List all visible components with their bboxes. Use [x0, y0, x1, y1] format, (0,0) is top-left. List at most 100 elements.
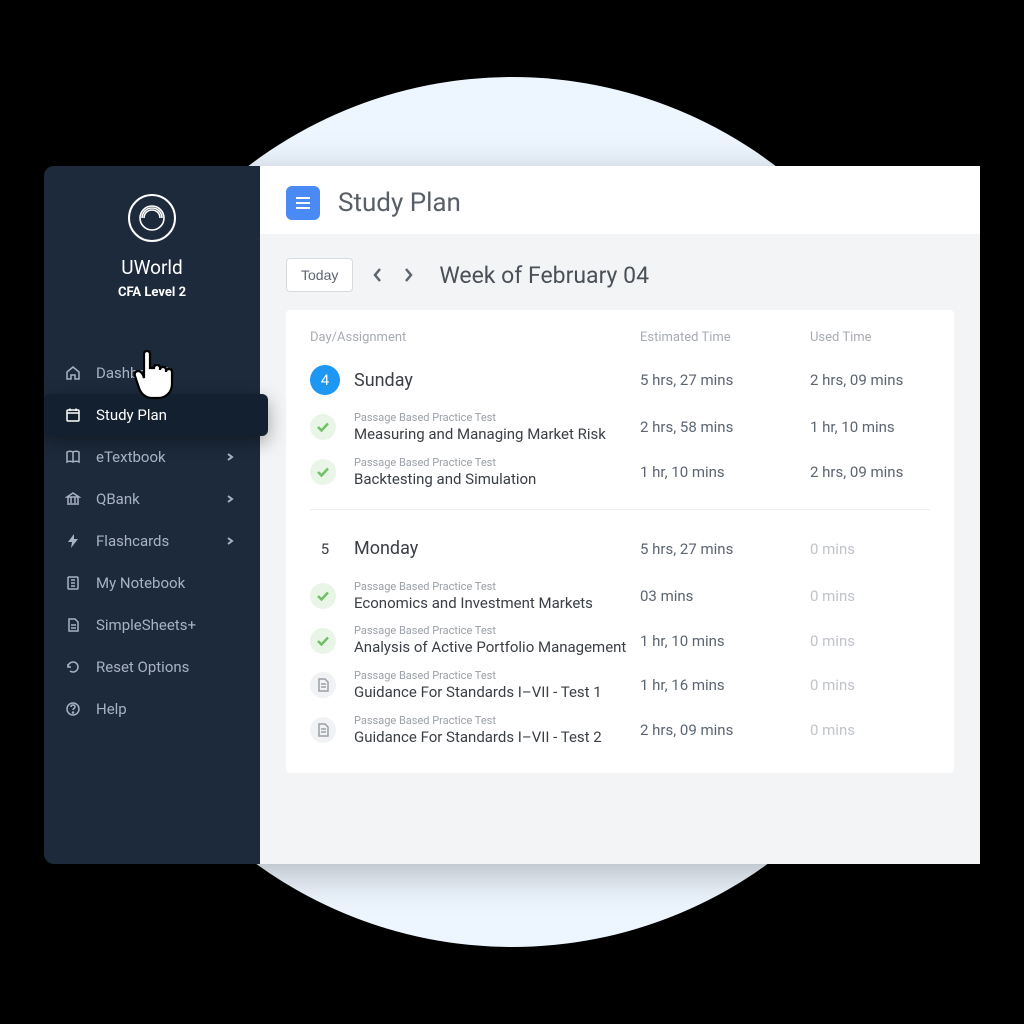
day-number-badge: 5	[310, 534, 340, 564]
bank-icon	[64, 490, 82, 508]
sidebar-item-help[interactable]: Help	[44, 688, 260, 730]
home-icon	[64, 364, 82, 382]
week-navigation-bar: Today Week of February 04	[260, 234, 980, 310]
check-icon	[310, 583, 336, 609]
sidebar-item-label: My Notebook	[96, 574, 185, 592]
assignment-estimated-time: 1 hr, 10 mins	[640, 463, 810, 481]
brand-name: UWorld	[121, 256, 183, 279]
sheet-icon	[64, 616, 82, 634]
main-panel: Study Plan Today Week of February 04 Day…	[260, 166, 980, 864]
sidebar-item-dashboard[interactable]: Dashboard	[44, 352, 260, 394]
day-used-time: 0 mins	[810, 540, 930, 558]
assignment-used-time: 0 mins	[810, 632, 930, 650]
check-icon	[310, 459, 336, 485]
assignment-type: Passage Based Practice Test	[354, 669, 640, 682]
assignment-estimated-time: 1 hr, 16 mins	[640, 676, 810, 694]
next-week-button[interactable]	[403, 268, 417, 282]
assignment-type: Passage Based Practice Test	[354, 456, 640, 469]
sidebar-item-label: eTextbook	[96, 448, 166, 466]
check-icon	[310, 414, 336, 440]
assignments-card: Day/Assignment Estimated Time Used Time …	[286, 310, 954, 773]
day-number-badge: 4	[310, 365, 340, 395]
sidebar-item-label: Help	[96, 700, 127, 718]
assignment-row[interactable]: Passage Based Practice Test Economics an…	[310, 574, 930, 619]
assignment-title: Economics and Investment Markets	[354, 594, 640, 613]
day-row: 4 Sunday 5 hrs, 27 mins 2 hrs, 09 mins	[310, 359, 930, 405]
column-headers: Day/Assignment Estimated Time Used Time	[310, 330, 930, 359]
day-name: Monday	[354, 538, 640, 559]
assignment-title: Measuring and Managing Market Risk	[354, 425, 640, 444]
calendar-icon	[64, 406, 82, 424]
help-icon	[64, 700, 82, 718]
assignment-estimated-time: 2 hrs, 58 mins	[640, 418, 810, 436]
assignment-text: Passage Based Practice Test Measuring an…	[354, 411, 640, 444]
assignment-title: Analysis of Active Portfolio Management	[354, 638, 640, 657]
assignment-type: Passage Based Practice Test	[354, 580, 640, 593]
sidebar-item-label: Dashboard	[96, 364, 169, 382]
logo-icon	[128, 194, 176, 242]
sidebar-item-reset-options[interactable]: Reset Options	[44, 646, 260, 688]
assignment-row[interactable]: Passage Based Practice Test Guidance For…	[310, 663, 930, 708]
assignment-type: Passage Based Practice Test	[354, 624, 640, 637]
prev-week-button[interactable]	[373, 268, 387, 282]
assignment-row[interactable]: Passage Based Practice Test Backtesting …	[310, 450, 930, 495]
sidebar-item-simplesheets-[interactable]: SimpleSheets+	[44, 604, 260, 646]
document-icon	[310, 717, 336, 743]
assignment-row[interactable]: Passage Based Practice Test Analysis of …	[310, 618, 930, 663]
assignment-text: Passage Based Practice Test Backtesting …	[354, 456, 640, 489]
assignment-used-time: 2 hrs, 09 mins	[810, 463, 930, 481]
sidebar-item-my-notebook[interactable]: My Notebook	[44, 562, 260, 604]
main-header: Study Plan	[260, 166, 980, 234]
week-arrows	[373, 268, 417, 282]
assignment-used-time: 0 mins	[810, 721, 930, 739]
col-header-estimated: Estimated Time	[640, 330, 810, 345]
assignment-title: Guidance For Standards I–VII - Test 2	[354, 728, 640, 747]
today-button[interactable]: Today	[286, 258, 353, 292]
document-icon	[310, 672, 336, 698]
day-row: 5 Monday 5 hrs, 27 mins 0 mins	[310, 528, 930, 574]
assignment-type: Passage Based Practice Test	[354, 411, 640, 424]
assignment-estimated-time: 2 hrs, 09 mins	[640, 721, 810, 739]
divider	[310, 509, 930, 510]
sidebar-nav: Dashboard Study Plan eTextbook QBank Fla…	[44, 352, 260, 730]
sidebar-item-label: QBank	[96, 490, 140, 508]
assignment-used-time: 0 mins	[810, 676, 930, 694]
sidebar: UWorld CFA Level 2 Dashboard Study Plan …	[44, 166, 260, 864]
day-estimated-time: 5 hrs, 27 mins	[640, 540, 810, 558]
col-header-day: Day/Assignment	[310, 330, 640, 345]
sidebar-item-etextbook[interactable]: eTextbook	[44, 436, 260, 478]
assignment-used-time: 1 hr, 10 mins	[810, 418, 930, 436]
assignment-type: Passage Based Practice Test	[354, 714, 640, 727]
day-estimated-time: 5 hrs, 27 mins	[640, 371, 810, 389]
sidebar-item-label: Study Plan	[96, 406, 167, 424]
sidebar-item-flashcards[interactable]: Flashcards	[44, 520, 260, 562]
app-window: UWorld CFA Level 2 Dashboard Study Plan …	[44, 166, 980, 864]
day-name: Sunday	[354, 370, 640, 391]
sidebar-item-study-plan[interactable]: Study Plan	[44, 394, 268, 436]
page-title: Study Plan	[338, 188, 461, 218]
assignment-text: Passage Based Practice Test Guidance For…	[354, 669, 640, 702]
content-area: Day/Assignment Estimated Time Used Time …	[260, 310, 980, 864]
week-title: Week of February 04	[439, 262, 649, 289]
bolt-icon	[64, 532, 82, 550]
chevron-right-icon	[226, 492, 240, 506]
reset-icon	[64, 658, 82, 676]
book-icon	[64, 448, 82, 466]
assignment-used-time: 0 mins	[810, 587, 930, 605]
menu-toggle-button[interactable]	[286, 186, 320, 220]
sidebar-item-label: Reset Options	[96, 658, 189, 676]
assignment-row[interactable]: Passage Based Practice Test Measuring an…	[310, 405, 930, 450]
assignment-text: Passage Based Practice Test Economics an…	[354, 580, 640, 613]
assignment-title: Guidance For Standards I–VII - Test 1	[354, 683, 640, 702]
assignment-row[interactable]: Passage Based Practice Test Guidance For…	[310, 708, 930, 753]
col-header-used: Used Time	[810, 330, 930, 345]
brand-subtitle: CFA Level 2	[118, 285, 186, 300]
day-used-time: 2 hrs, 09 mins	[810, 371, 930, 389]
assignment-estimated-time: 1 hr, 10 mins	[640, 632, 810, 650]
chevron-right-icon	[226, 450, 240, 464]
sidebar-item-qbank[interactable]: QBank	[44, 478, 260, 520]
assignment-text: Passage Based Practice Test Guidance For…	[354, 714, 640, 747]
sidebar-item-label: Flashcards	[96, 532, 169, 550]
assignment-title: Backtesting and Simulation	[354, 470, 640, 489]
assignment-estimated-time: 03 mins	[640, 587, 810, 605]
